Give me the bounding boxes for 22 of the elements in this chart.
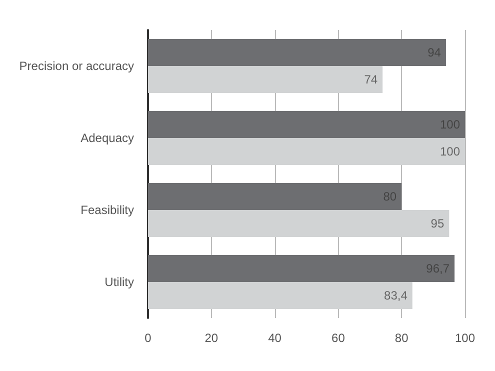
x-tick-label: 0 xyxy=(144,331,152,345)
y-tick-label: Adequacy xyxy=(80,131,134,145)
bar xyxy=(148,66,383,93)
bar xyxy=(148,39,446,66)
y-tick-label: Utility xyxy=(104,275,134,289)
bar xyxy=(148,138,465,165)
y-tick-label: Feasibility xyxy=(80,203,134,217)
data-label: 83,4 xyxy=(384,288,408,302)
bar xyxy=(148,255,455,282)
data-label: 100 xyxy=(440,144,460,158)
bar xyxy=(148,282,412,309)
x-tick-label: 100 xyxy=(454,331,476,345)
x-tick-label: 20 xyxy=(204,331,218,345)
bar xyxy=(148,210,450,237)
y-tick-label: Precision or accuracy xyxy=(19,59,134,73)
bar xyxy=(148,111,465,138)
bar xyxy=(148,183,402,210)
x-tick-label: 80 xyxy=(394,331,409,345)
data-label: 74 xyxy=(364,72,378,86)
x-tick-label: 40 xyxy=(268,331,282,345)
data-label: 95 xyxy=(430,216,444,230)
x-tick-label: 60 xyxy=(332,331,346,345)
